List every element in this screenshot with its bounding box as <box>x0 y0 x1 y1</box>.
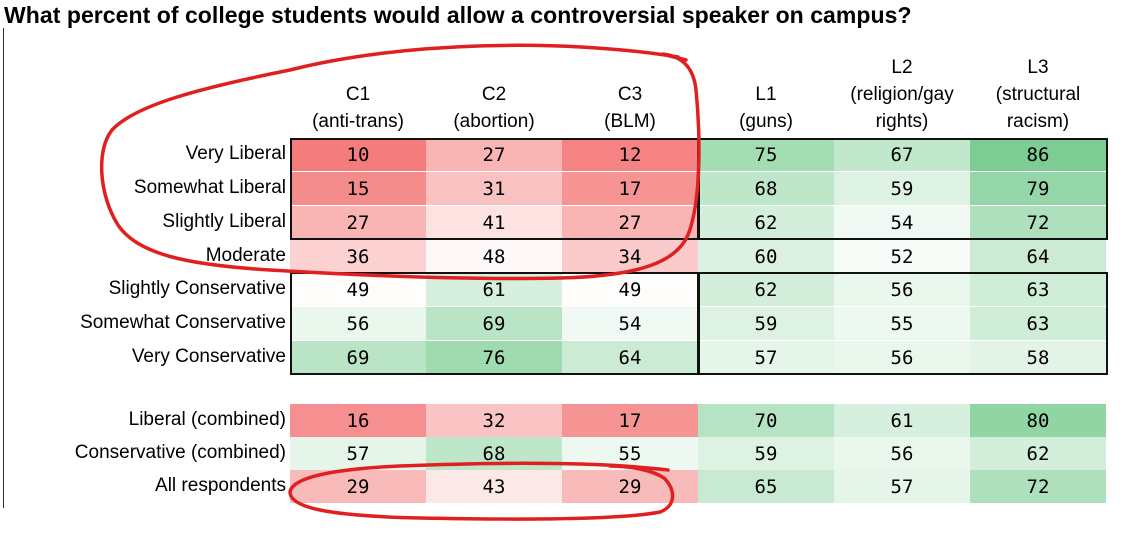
table-cell: 31 <box>426 172 562 205</box>
column-header-label: C1 <box>345 84 371 105</box>
column-header-label: L3 <box>1027 57 1049 78</box>
table-cell: 63 <box>970 273 1106 306</box>
table-cell: 64 <box>562 341 698 374</box>
table-cell: 16 <box>290 404 426 437</box>
table-cell: 29 <box>290 470 426 503</box>
column-header-sublabel: racism) <box>1006 111 1070 132</box>
table-cell: 12 <box>562 138 698 171</box>
column-header-sublabel: (anti-trans) <box>312 111 404 132</box>
column-header-label: C3 <box>617 84 643 105</box>
table-cell: 49 <box>290 273 426 306</box>
column-header-l3: L3 (structural racism) <box>970 55 1106 135</box>
table-cell: 79 <box>970 172 1106 205</box>
table-cell: 36 <box>290 240 426 273</box>
table-cell: 64 <box>970 240 1106 273</box>
column-header-c3: C3 (BLM) <box>562 55 698 135</box>
table-cell: 59 <box>698 307 834 340</box>
column-header-l2: L2 (religion/gay rights) <box>834 55 970 135</box>
table-cell: 63 <box>970 307 1106 340</box>
table-cell: 69 <box>290 341 426 374</box>
table-cell: 62 <box>970 437 1106 470</box>
table-cell: 32 <box>426 404 562 437</box>
table-cell: 34 <box>562 240 698 273</box>
table-cell: 62 <box>698 273 834 306</box>
row-label-conservative-combined: Conservative (combined) <box>74 442 286 463</box>
row-label-somewhat-liberal: Somewhat Liberal <box>133 177 286 198</box>
table-cell: 56 <box>290 307 426 340</box>
table-cell: 56 <box>834 273 970 306</box>
table-cell: 27 <box>562 206 698 239</box>
column-header-l1: L1 (guns) <box>698 55 834 135</box>
column-header-sublabel: (religion/gay <box>850 84 954 105</box>
table-cell: 72 <box>970 206 1106 239</box>
table-cell: 57 <box>698 341 834 374</box>
table-cell: 58 <box>970 341 1106 374</box>
column-header-label: L2 <box>891 57 913 78</box>
table-cell: 55 <box>562 437 698 470</box>
table-cell: 61 <box>834 404 970 437</box>
table-cell: 57 <box>834 470 970 503</box>
table-cell: 56 <box>834 437 970 470</box>
row-label-somewhat-conservative: Somewhat Conservative <box>80 312 286 333</box>
table-cell: 69 <box>426 307 562 340</box>
row-label-slightly-liberal: Slightly Liberal <box>162 211 286 232</box>
table-cell: 55 <box>834 307 970 340</box>
column-header-sublabel: rights) <box>875 111 929 132</box>
column-header-label: L1 <box>755 84 777 105</box>
table-cell: 76 <box>426 341 562 374</box>
table-cell: 61 <box>426 273 562 306</box>
table-cell: 54 <box>562 307 698 340</box>
table-cell: 72 <box>970 470 1106 503</box>
row-label-moderate: Moderate <box>205 245 286 266</box>
table-cell: 68 <box>426 437 562 470</box>
column-header-label: C2 <box>481 84 507 105</box>
column-header-sublabel: (structural <box>995 84 1081 105</box>
table-cell: 52 <box>834 240 970 273</box>
table-cell: 17 <box>562 404 698 437</box>
table-cell: 59 <box>834 172 970 205</box>
row-label-slightly-conservative: Slightly Conservative <box>108 278 286 299</box>
table-cell: 86 <box>970 138 1106 171</box>
table-cell: 68 <box>698 172 834 205</box>
table-cell: 43 <box>426 470 562 503</box>
column-header-c2: C2 (abortion) <box>426 55 562 135</box>
table-cell: 67 <box>834 138 970 171</box>
table-cell: 48 <box>426 240 562 273</box>
table-cell: 60 <box>698 240 834 273</box>
left-border-line <box>3 28 4 508</box>
table-cell: 41 <box>426 206 562 239</box>
table-cell: 27 <box>426 138 562 171</box>
table-cell: 15 <box>290 172 426 205</box>
table-cell: 49 <box>562 273 698 306</box>
column-header-sublabel: (guns) <box>739 111 793 132</box>
table-cell: 29 <box>562 470 698 503</box>
row-label-liberal-combined: Liberal (combined) <box>128 409 286 430</box>
table-cell: 80 <box>970 404 1106 437</box>
table-cell: 10 <box>290 138 426 171</box>
table-cell: 17 <box>562 172 698 205</box>
table-cell: 59 <box>698 437 834 470</box>
row-label-very-liberal: Very Liberal <box>185 143 286 164</box>
table-cell: 70 <box>698 404 834 437</box>
table-cell: 57 <box>290 437 426 470</box>
table-cell: 65 <box>698 470 834 503</box>
table-cell: 62 <box>698 206 834 239</box>
column-header-sublabel: (abortion) <box>453 111 535 132</box>
chart-title: What percent of college students would a… <box>4 2 912 28</box>
table-cell: 75 <box>698 138 834 171</box>
column-header-c1: C1 (anti-trans) <box>290 55 426 135</box>
row-label-all-respondents: All respondents <box>155 475 286 496</box>
table-cell: 56 <box>834 341 970 374</box>
table-cell: 54 <box>834 206 970 239</box>
column-header-sublabel: (BLM) <box>604 111 656 132</box>
table-cell: 27 <box>290 206 426 239</box>
row-label-very-conservative: Very Conservative <box>131 346 286 367</box>
